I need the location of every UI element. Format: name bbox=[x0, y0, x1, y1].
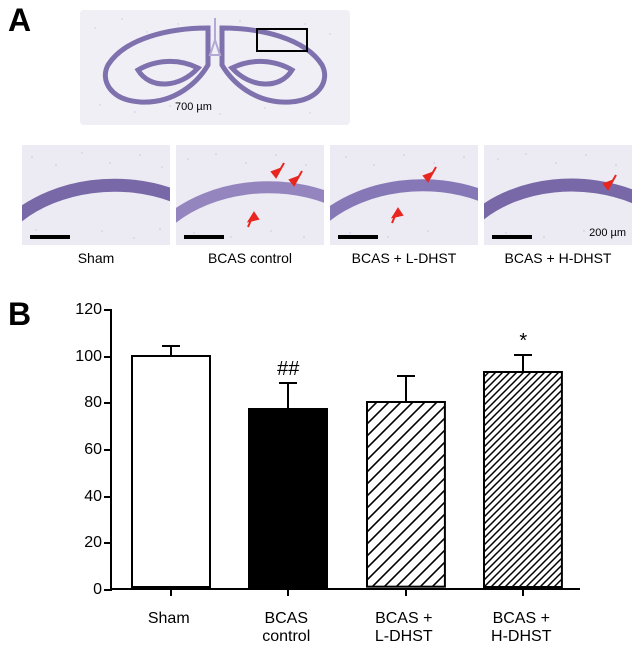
x-tick bbox=[287, 588, 289, 596]
ca1-label-bcas-control: BCAS control bbox=[176, 250, 324, 270]
ca1-label-bcas-ldhst: BCAS + L-DHST bbox=[330, 250, 478, 270]
panel-a: 700 µm bbox=[0, 0, 643, 290]
significance-marker: * bbox=[519, 330, 527, 353]
error-cap bbox=[397, 375, 415, 377]
bar bbox=[366, 401, 446, 588]
y-tick bbox=[104, 589, 112, 591]
error-bar bbox=[522, 354, 524, 373]
y-tick-label: 20 bbox=[62, 534, 102, 552]
error-cap bbox=[514, 354, 532, 356]
x-tick bbox=[170, 588, 172, 596]
error-cap bbox=[279, 382, 297, 384]
y-tick-label: 80 bbox=[62, 394, 102, 412]
y-tick-label: 0 bbox=[62, 581, 102, 599]
error-cap bbox=[162, 345, 180, 347]
ca1-labels-row: Sham BCAS control BCAS + L-DHST BCAS + H… bbox=[22, 250, 632, 270]
error-bar bbox=[287, 382, 289, 410]
y-tick bbox=[104, 309, 112, 311]
ca1-image-bcas-hdhst: 200 µm bbox=[484, 145, 632, 245]
error-bar bbox=[405, 375, 407, 403]
y-tick bbox=[104, 496, 112, 498]
significance-marker: ## bbox=[277, 358, 299, 381]
bar bbox=[131, 355, 211, 588]
overview-scalebar-label: 700 µm bbox=[175, 101, 212, 113]
y-tick bbox=[104, 449, 112, 451]
ca1-label-sham: Sham bbox=[22, 250, 170, 270]
y-tick-label: 100 bbox=[62, 348, 102, 366]
ca1-image-bcas-control bbox=[176, 145, 324, 245]
roi-rectangle bbox=[256, 28, 308, 52]
x-tick bbox=[522, 588, 524, 596]
x-tick bbox=[405, 588, 407, 596]
x-tick-label: BCAScontrol bbox=[262, 610, 310, 647]
scalebar-icon bbox=[492, 235, 532, 239]
x-tick-label: BCAS +H-DHST bbox=[491, 610, 551, 647]
ca1-image-bcas-ldhst bbox=[330, 145, 478, 245]
y-tick-label: 40 bbox=[62, 488, 102, 506]
y-tick-label: 120 bbox=[62, 301, 102, 319]
bar bbox=[248, 408, 328, 588]
hippocampus-svg bbox=[80, 10, 350, 125]
bar bbox=[483, 371, 563, 588]
scalebar-icon bbox=[184, 235, 224, 239]
y-tick bbox=[104, 402, 112, 404]
plot-area: 020406080100120##* bbox=[110, 310, 580, 590]
figure-root: A bbox=[0, 0, 643, 666]
y-tick bbox=[104, 542, 112, 544]
scalebar-icon bbox=[338, 235, 378, 239]
panel-b: Cell density of CA1 region (% of sham gr… bbox=[0, 295, 643, 665]
ca1-image-row: 200 µm bbox=[22, 145, 632, 255]
y-tick bbox=[104, 356, 112, 358]
ca1-label-bcas-hdhst: BCAS + H-DHST bbox=[484, 250, 632, 270]
overview-scalebar: 700 µm bbox=[172, 112, 228, 125]
ca1-scalebar-label: 200 µm bbox=[589, 227, 626, 239]
x-tick-label: BCAS +L-DHST bbox=[375, 610, 433, 647]
ca1-image-sham bbox=[22, 145, 170, 245]
bar-chart: 020406080100120##* ShamBCAScontrolBCAS +… bbox=[110, 310, 580, 590]
hippocampus-overview-image: 700 µm bbox=[80, 10, 350, 125]
y-tick-label: 60 bbox=[62, 441, 102, 459]
scalebar-icon bbox=[30, 235, 70, 239]
x-tick-label: Sham bbox=[148, 610, 190, 628]
